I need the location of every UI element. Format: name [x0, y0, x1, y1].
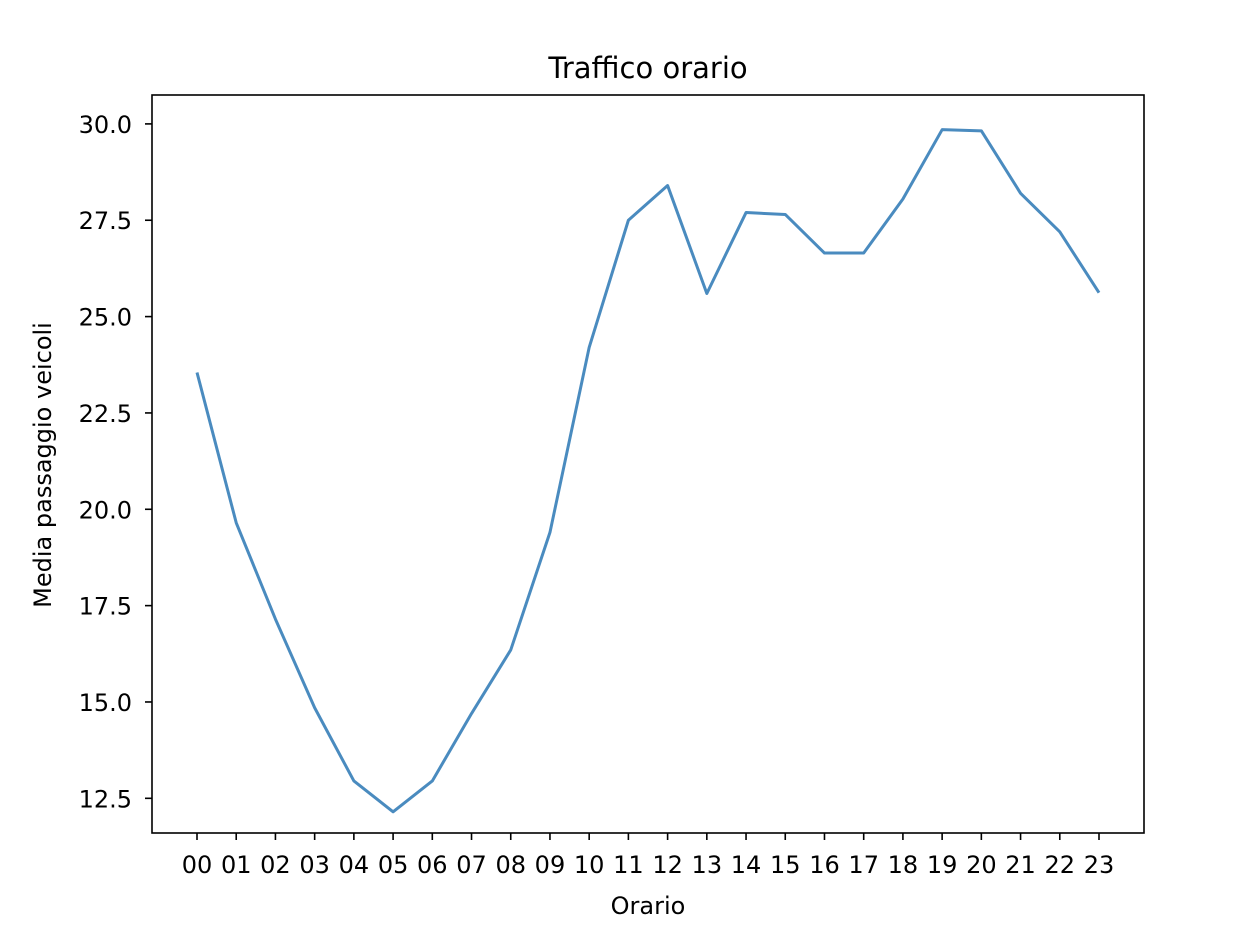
x-tick-label-20: 20 [966, 851, 997, 879]
x-tick-label-09: 09 [535, 851, 566, 879]
y-axis-label: Media passaggio veicoli [29, 322, 57, 608]
x-tick-label-17: 17 [848, 851, 879, 879]
y-tick-label-22.5: 22.5 [79, 400, 132, 428]
x-axis-label: Orario [611, 892, 686, 920]
x-tick-label-00: 00 [182, 851, 213, 879]
axes-frame [151, 94, 1145, 834]
x-tick-label-01: 01 [221, 851, 252, 879]
x-tick-label-23: 23 [1084, 851, 1115, 879]
y-tick-label-15.0: 15.0 [79, 689, 132, 717]
x-tick-label-12: 12 [652, 851, 683, 879]
x-tick-label-07: 07 [456, 851, 487, 879]
x-tick-label-02: 02 [260, 851, 291, 879]
x-tick-label-04: 04 [339, 851, 370, 879]
x-tick-label-11: 11 [613, 851, 644, 879]
plot-area: 00 01 02 03 04 05 06 07 08 09 10 11 12 13 14 15 16 17 18 19… [79, 94, 1145, 879]
x-tick-label-22: 22 [1045, 851, 1076, 879]
x-tick-label-03: 03 [299, 851, 330, 879]
y-tick-label-25.0: 25.0 [79, 304, 132, 332]
x-tick-label-05: 05 [378, 851, 409, 879]
y-tick-label-30.0: 30.0 [79, 111, 132, 139]
x-tick-label-13: 13 [692, 851, 723, 879]
x-tick-label-08: 08 [495, 851, 526, 879]
y-tick-label-12.5: 12.5 [79, 785, 132, 813]
x-tick-label-19: 19 [927, 851, 958, 879]
x-tick-label-21: 21 [1005, 851, 1036, 879]
x-tick-label-18: 18 [888, 851, 919, 879]
y-tick-label-17.5: 17.5 [79, 593, 132, 621]
y-tick-label-20.0: 20.0 [79, 496, 132, 524]
x-tick-label-06: 06 [417, 851, 448, 879]
x-tick-label-14: 14 [731, 851, 762, 879]
x-tick-label-15: 15 [770, 851, 801, 879]
y-tick-label-27.5: 27.5 [79, 207, 132, 235]
chart-title: Traffico orario [547, 51, 747, 85]
x-tick-label-16: 16 [809, 851, 840, 879]
series-line-0 [195, 128, 1101, 814]
x-tick-label-10: 10 [574, 851, 605, 879]
